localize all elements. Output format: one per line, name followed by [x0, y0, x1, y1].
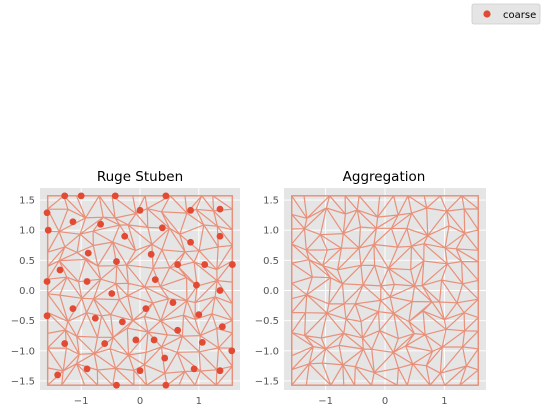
coarse-point — [201, 261, 209, 268]
coarse-point — [77, 192, 85, 200]
coarse-point — [216, 367, 224, 375]
coarse-point — [132, 336, 140, 344]
coarse-point — [108, 290, 116, 297]
coarse-point — [97, 220, 104, 228]
coarse-point — [218, 323, 226, 331]
y-tick-label: −0.5 — [255, 316, 279, 327]
coarse-point — [61, 340, 69, 347]
coarse-points — [43, 192, 236, 389]
coarse-point — [216, 232, 224, 240]
coarse-point — [136, 206, 144, 214]
y-tick-label: 1.0 — [19, 226, 35, 237]
coarse-point — [174, 261, 182, 268]
x-tick-label: −1 — [318, 396, 333, 407]
coarse-point — [169, 299, 177, 306]
mesh — [291, 195, 479, 386]
mesh — [46, 195, 234, 386]
coarse-point — [113, 381, 120, 389]
coarse-point — [142, 305, 150, 312]
coarse-point — [43, 209, 51, 217]
coarse-point — [91, 314, 99, 322]
coarse-point — [193, 281, 200, 289]
coarse-point — [161, 354, 169, 362]
x-tick-label: 1 — [441, 396, 447, 407]
coarse-point — [69, 218, 77, 226]
y-tick-label: −1.5 — [255, 376, 279, 387]
x-tick-label: 0 — [137, 396, 143, 407]
coarse-point — [54, 371, 62, 379]
coarse-point — [136, 367, 144, 375]
y-tick-label: 0.0 — [263, 286, 279, 297]
coarse-point — [228, 347, 236, 355]
coarse-point — [158, 224, 166, 232]
coarse-point — [198, 338, 206, 346]
y-tick-label: −1.5 — [11, 376, 35, 387]
x-tick-label: −1 — [74, 396, 89, 407]
coarse-point — [43, 312, 51, 320]
coarse-point — [111, 192, 119, 200]
coarse-point — [69, 305, 77, 312]
y-tick-label: 1.5 — [263, 196, 279, 207]
coarse-point — [147, 250, 155, 258]
y-tick-label: −0.5 — [11, 316, 35, 327]
coarse-point — [187, 238, 194, 246]
coarse-point — [56, 266, 64, 274]
coarse-point — [121, 232, 129, 240]
coarse-point — [190, 365, 198, 373]
mesh-boundary — [291, 195, 479, 386]
coarse-point — [61, 192, 69, 200]
mesh-boundary — [46, 195, 234, 386]
chart-title: Aggregation — [343, 169, 426, 185]
legend-label: coarse — [503, 10, 536, 21]
coarse-point — [174, 326, 182, 334]
coarse-point — [101, 340, 109, 347]
coarse-point — [84, 249, 92, 257]
y-tick-label: 0.5 — [19, 256, 35, 267]
x-tick-label: 1 — [196, 396, 202, 407]
legend-marker — [483, 10, 491, 18]
coarse-point — [83, 278, 91, 285]
chart-ruge-stuben: Ruge Stuben −1 0 1 1.5 1.0 0.5 0.0 −0.5 −1.0 −1.5 — [11, 169, 240, 407]
legend: coarse — [471, 3, 541, 25]
coarse-point — [150, 336, 158, 344]
chart-aggregation: Aggregation −1 0 1 1.5 1.0 0.5 0.0 −0.5 −1.0 −1.5 — [255, 169, 486, 407]
coarse-point — [113, 258, 120, 265]
legend-box — [471, 3, 541, 25]
coarse-point — [44, 226, 52, 234]
chart-title: Ruge Stuben — [97, 169, 183, 185]
coarse-point — [195, 311, 203, 319]
coarse-point — [118, 318, 126, 326]
coarse-point — [43, 278, 51, 285]
coarse-point — [216, 287, 224, 294]
coarse-point — [228, 261, 236, 268]
coarse-point — [151, 276, 159, 284]
coarse-point — [162, 192, 170, 200]
tick-labels: −1 0 1 1.5 1.0 0.5 0.0 −0.5 −1.0 −1.5 — [11, 196, 202, 407]
tick-labels: −1 0 1 1.5 1.0 0.5 0.0 −0.5 −1.0 −1.5 — [255, 196, 448, 407]
x-tick-label: 0 — [382, 396, 388, 407]
coarse-point — [216, 205, 224, 213]
gridlines — [284, 188, 486, 390]
coarse-point — [187, 206, 194, 214]
y-tick-label: −1.0 — [11, 346, 35, 357]
coarse-point — [162, 381, 170, 389]
coarse-point — [83, 365, 91, 373]
y-tick-label: 1.0 — [263, 226, 279, 237]
y-tick-label: 0.0 — [19, 286, 35, 297]
y-tick-label: −1.0 — [255, 346, 279, 357]
y-tick-label: 0.5 — [263, 256, 279, 267]
y-tick-label: 1.5 — [19, 196, 35, 207]
